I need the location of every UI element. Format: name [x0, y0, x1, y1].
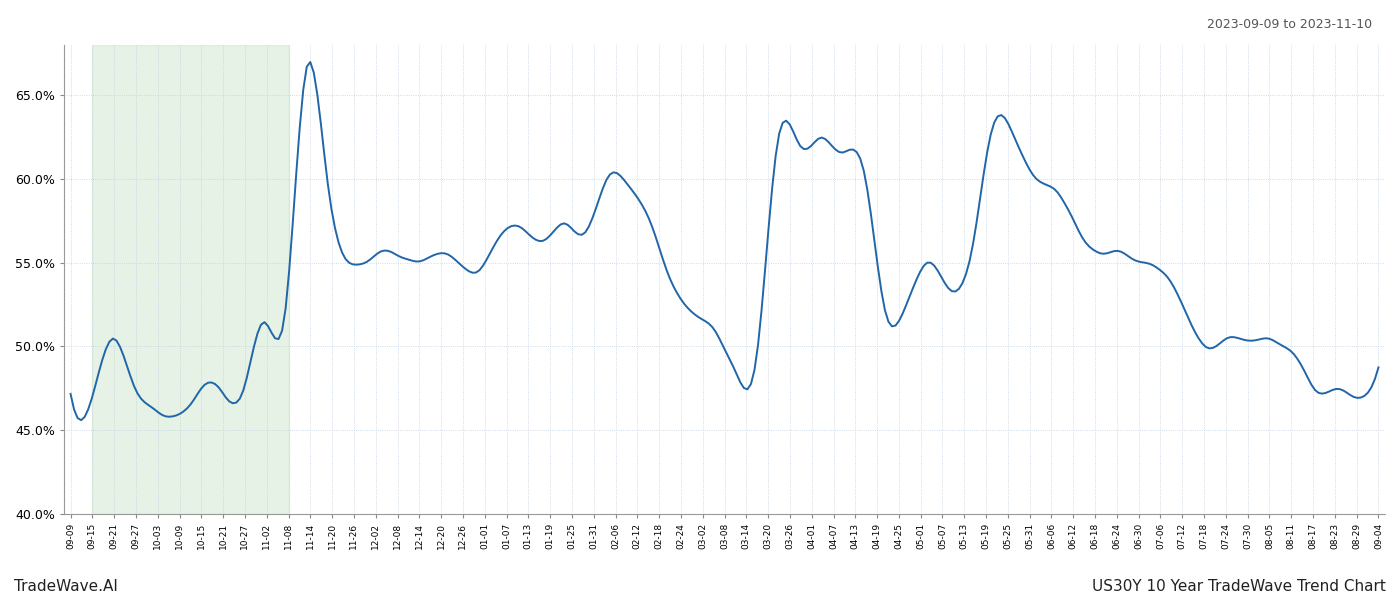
Text: US30Y 10 Year TradeWave Trend Chart: US30Y 10 Year TradeWave Trend Chart: [1092, 579, 1386, 594]
Text: TradeWave.AI: TradeWave.AI: [14, 579, 118, 594]
Bar: [92, 45, 288, 514]
Text: 2023-09-09 to 2023-11-10: 2023-09-09 to 2023-11-10: [1207, 18, 1372, 31]
